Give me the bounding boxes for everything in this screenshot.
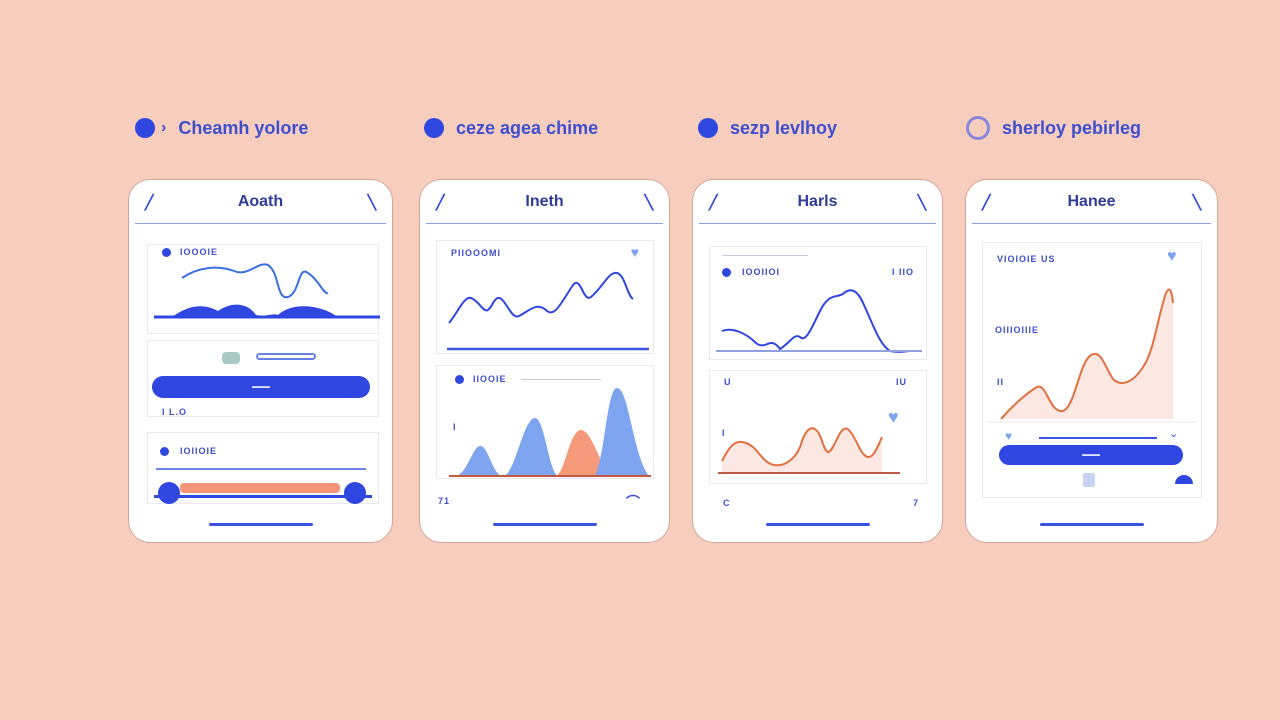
track-indicator[interactable] bbox=[256, 353, 316, 360]
panel-label: IOOOIE bbox=[180, 247, 219, 257]
panel-dot-icon bbox=[162, 248, 171, 257]
growth-chart-panel: VIOIOIE US ♥ OIIIOIIIE II ♥ ⌄ ▬▬▬ bbox=[982, 242, 1202, 498]
legend-label: ceze agea chime bbox=[456, 117, 599, 138]
footer-left-text: C bbox=[723, 498, 731, 508]
panel-dot-icon bbox=[160, 447, 169, 456]
card-title: Hanee bbox=[1067, 193, 1116, 210]
legend-label: sezp levlhoy bbox=[730, 117, 838, 138]
axis-label: II bbox=[997, 377, 1005, 387]
panel-label: PIIOOOMI bbox=[451, 248, 502, 258]
legend-dot-icon bbox=[698, 118, 718, 138]
axis-label: I bbox=[722, 428, 726, 438]
legend-item-3: sezp levlhoy bbox=[698, 114, 837, 142]
home-indicator[interactable] bbox=[208, 523, 313, 526]
panel-label: IIOOIE bbox=[473, 374, 507, 384]
header-rule bbox=[521, 379, 601, 380]
chart-panel: IOOOIE bbox=[147, 244, 380, 334]
legend-item-4: sherloy pebirleg bbox=[966, 114, 1141, 142]
divider-line bbox=[1039, 437, 1157, 439]
phone-card-1: ╱ Aoath ╲ IOOOIE ▬▬▬ I L.O IOIIOIE bbox=[128, 179, 393, 543]
axis-label: I bbox=[453, 422, 457, 432]
heart-icon[interactable]: ♥ bbox=[1167, 248, 1177, 265]
back-icon[interactable]: ╱ bbox=[145, 194, 154, 210]
line-chart bbox=[716, 289, 922, 353]
legend-dot-icon bbox=[135, 118, 155, 138]
footer-left-text: 71 bbox=[438, 496, 451, 506]
divider bbox=[135, 223, 386, 224]
slider-panel: IOIIOIE bbox=[147, 432, 379, 504]
card-title: Aoath bbox=[237, 193, 284, 210]
phone-card-4: ╱ Hanee ╲ VIOIOIE US ♥ OIIIOIIIE II ♥ ⌄ … bbox=[965, 179, 1218, 543]
legend-ring-icon bbox=[966, 116, 990, 140]
menu-icon[interactable]: ╲ bbox=[644, 194, 653, 210]
area-chart bbox=[718, 427, 900, 474]
panel-label: IOOIIOI bbox=[742, 267, 781, 277]
menu-icon[interactable]: ╲ bbox=[1192, 194, 1201, 210]
line-chart bbox=[447, 271, 649, 351]
card-header: ╱ Hanee ╲ bbox=[966, 180, 1217, 224]
heart-icon[interactable]: ♥ bbox=[888, 407, 899, 427]
slider-knob-icon[interactable] bbox=[158, 482, 180, 504]
area-chart bbox=[449, 388, 651, 477]
heart-icon[interactable]: ♥ bbox=[1005, 429, 1013, 443]
area-chart-panel: U IU ♥ I bbox=[709, 370, 927, 484]
page-indicator bbox=[1083, 473, 1095, 487]
wave-chart bbox=[154, 263, 380, 319]
menu-icon[interactable]: ╲ bbox=[367, 194, 376, 210]
divider bbox=[699, 223, 936, 224]
footer-right-text: 7 bbox=[913, 498, 920, 508]
panel-dot-icon bbox=[722, 268, 731, 277]
card-title: Ineth bbox=[525, 193, 564, 210]
slider-knob-icon[interactable] bbox=[344, 482, 366, 504]
divider bbox=[426, 223, 663, 224]
home-indicator[interactable] bbox=[492, 523, 597, 526]
button-label: ▬▬▬ bbox=[1082, 452, 1100, 458]
panel-label: VIOIOIE US bbox=[997, 254, 1056, 264]
card-header: ╱ Ineth ╲ bbox=[420, 180, 669, 224]
legend-label: sherloy pebirleg bbox=[1002, 117, 1142, 138]
legend-item-1: › Cheamh yolore bbox=[135, 114, 308, 142]
corner-knob-icon[interactable] bbox=[1175, 475, 1193, 484]
chevron-down-icon[interactable]: ⌄ bbox=[1169, 428, 1179, 440]
line-chart-panel: PIIOOOMI ♥ bbox=[436, 240, 654, 354]
footer-right-text: ⌒ bbox=[626, 494, 641, 510]
button-label: ▬▬▬ bbox=[252, 384, 270, 390]
home-indicator[interactable] bbox=[1039, 523, 1144, 526]
line-chart-panel: IOOIIOI I IIO bbox=[709, 246, 927, 360]
back-icon[interactable]: ╱ bbox=[436, 194, 445, 210]
primary-button[interactable]: ▬▬▬ bbox=[152, 376, 370, 398]
card-title: Harls bbox=[797, 193, 838, 210]
heart-icon[interactable]: ♥ bbox=[630, 244, 639, 260]
back-icon[interactable]: ╱ bbox=[982, 194, 991, 210]
legend-label: Cheamh yolore bbox=[178, 117, 309, 138]
panel-dot-icon bbox=[455, 375, 464, 384]
range-fill bbox=[180, 483, 340, 493]
back-icon[interactable]: ╱ bbox=[709, 194, 718, 210]
phone-card-3: ╱ Harls ╲ IOOIIOI I IIO U IU ♥ I C 7 bbox=[692, 179, 943, 543]
home-indicator[interactable] bbox=[765, 523, 870, 526]
legend-item-2: ceze agea chime bbox=[424, 114, 598, 142]
panel-left-text: U bbox=[724, 377, 732, 387]
card-header: ╱ Aoath ╲ bbox=[129, 180, 392, 224]
divider bbox=[972, 223, 1211, 224]
header-rule bbox=[722, 255, 808, 256]
slider-track bbox=[156, 468, 366, 470]
growth-chart bbox=[987, 288, 1197, 423]
panel-right-text: IU bbox=[896, 377, 907, 387]
menu-icon[interactable]: ╲ bbox=[917, 194, 926, 210]
panel-value: I IIO bbox=[892, 267, 915, 277]
area-chart-panel: IIOOIE I bbox=[436, 365, 654, 479]
toggle-indicator[interactable] bbox=[222, 352, 240, 364]
legend-prefix: › bbox=[161, 119, 167, 136]
phone-card-2: ╱ Ineth ╲ PIIOOOMI ♥ IIOOIE I 71 ⌒ bbox=[419, 179, 670, 543]
controls-panel: ▬▬▬ I L.O bbox=[147, 340, 379, 417]
panel-label: IOIIOIE bbox=[180, 446, 218, 456]
card-header: ╱ Harls ╲ bbox=[693, 180, 942, 224]
panel-label: OIIIOIIIE bbox=[995, 325, 1040, 335]
primary-button[interactable]: ▬▬▬ bbox=[999, 445, 1183, 465]
panel-footer-text: I L.O bbox=[162, 407, 187, 417]
slider-base-line bbox=[154, 495, 372, 498]
legend-dot-icon bbox=[424, 118, 444, 138]
